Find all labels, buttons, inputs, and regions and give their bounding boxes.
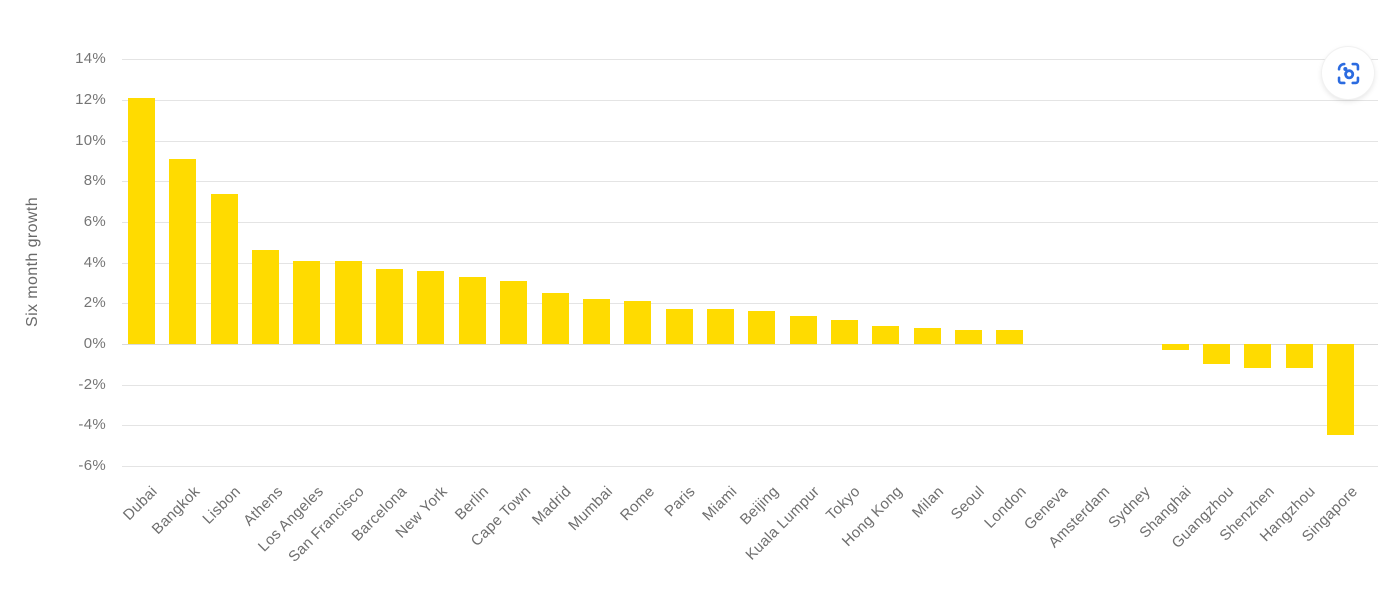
y-tick-label: -4%: [78, 416, 106, 433]
gridline: [122, 100, 1378, 101]
bar[interactable]: [1244, 344, 1271, 368]
bar[interactable]: [996, 330, 1023, 344]
bar[interactable]: [1203, 344, 1230, 364]
bar[interactable]: [128, 98, 155, 344]
x-axis-label: Miami: [698, 483, 741, 525]
y-tick-label: 6%: [83, 213, 106, 230]
x-axis-label: Milan: [908, 483, 948, 522]
google-lens-icon: [1335, 60, 1362, 87]
y-tick-label: 14%: [75, 50, 106, 67]
bar[interactable]: [1327, 344, 1354, 435]
bar[interactable]: [542, 293, 569, 344]
x-axis-label: Berlin: [451, 483, 493, 524]
y-tick-label: 0%: [83, 335, 106, 352]
bar[interactable]: [417, 271, 444, 344]
gridline: [122, 466, 1378, 467]
bar[interactable]: [500, 281, 527, 344]
y-tick-label: 10%: [75, 132, 106, 149]
bar[interactable]: [211, 194, 238, 344]
bar[interactable]: [459, 277, 486, 344]
x-axis-label: London: [981, 483, 1031, 532]
bar[interactable]: [914, 328, 941, 344]
gridline: [122, 181, 1378, 182]
bar[interactable]: [583, 299, 610, 344]
bar[interactable]: [169, 159, 196, 344]
y-tick-label: 4%: [83, 254, 106, 271]
bar[interactable]: [831, 320, 858, 344]
bar[interactable]: [624, 301, 651, 344]
bar[interactable]: [666, 309, 693, 344]
gridline: [122, 303, 1378, 304]
y-tick-label: -6%: [78, 457, 106, 474]
bar[interactable]: [872, 326, 899, 344]
bar[interactable]: [335, 261, 362, 344]
x-axis-label: Paris: [661, 483, 700, 521]
bar[interactable]: [748, 311, 775, 344]
x-axis-label: Lisbon: [199, 483, 245, 528]
bar[interactable]: [293, 261, 320, 344]
bar[interactable]: [707, 309, 734, 344]
bar[interactable]: [790, 316, 817, 344]
bar[interactable]: [376, 269, 403, 344]
x-axis-label: Kuala Lumpur: [742, 483, 824, 564]
gridline: [122, 263, 1378, 264]
lens-button[interactable]: [1322, 47, 1374, 99]
x-axis-label: Rome: [616, 483, 659, 525]
gridline: [122, 385, 1378, 386]
y-tick-label: 12%: [75, 91, 106, 108]
gridline: [122, 59, 1378, 60]
gridline: [122, 344, 1378, 345]
bar[interactable]: [1162, 344, 1189, 350]
gridline: [122, 141, 1378, 142]
y-tick-label: 8%: [83, 172, 106, 189]
bar[interactable]: [252, 250, 279, 344]
bar[interactable]: [1286, 344, 1313, 368]
gridline: [122, 425, 1378, 426]
x-axis-label: Mumbai: [564, 483, 617, 535]
gridline: [122, 222, 1378, 223]
y-tick-label: 2%: [83, 294, 106, 311]
bar[interactable]: [955, 330, 982, 344]
y-tick-label: -2%: [78, 376, 106, 393]
